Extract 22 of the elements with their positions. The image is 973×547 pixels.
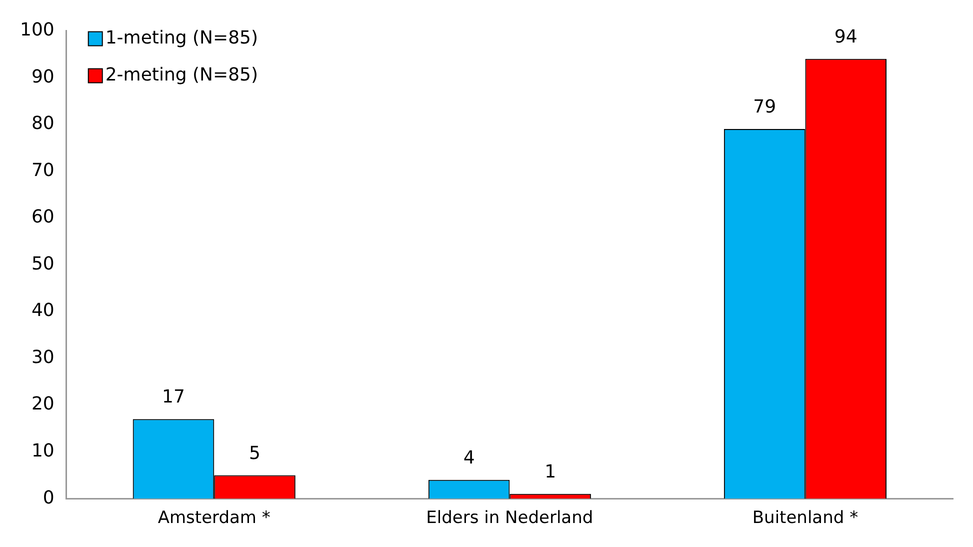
data-label: 5 (249, 442, 260, 464)
y-tick-label: 100 (20, 19, 54, 40)
x-tick-label: Elders in Nederland (426, 508, 594, 528)
y-tick-label: 40 (31, 300, 54, 322)
y-tick-label: 20 (31, 394, 54, 415)
y-tick-label: 0 (42, 487, 54, 508)
y-tick-label: 30 (31, 346, 54, 368)
y-tick-label: 70 (31, 160, 54, 181)
legend-label: 1-meting (N=85) (105, 27, 258, 48)
data-label: 1 (544, 462, 556, 483)
data-label: 4 (463, 448, 475, 469)
y-tick-label: 90 (31, 66, 54, 88)
data-label: 94 (834, 26, 858, 48)
data-label: 79 (753, 96, 776, 118)
x-tick-label: Amsterdam * (158, 508, 270, 528)
legend-label: 2-meting (N=85) (105, 64, 258, 86)
data-label: 17 (162, 386, 185, 408)
y-tick-label: 80 (31, 113, 54, 134)
y-tick-label: 10 (31, 440, 54, 462)
y-tick-label: 50 (31, 253, 54, 274)
x-tick-label: Buitenland * (752, 508, 858, 528)
y-tick-label: 60 (31, 206, 54, 228)
